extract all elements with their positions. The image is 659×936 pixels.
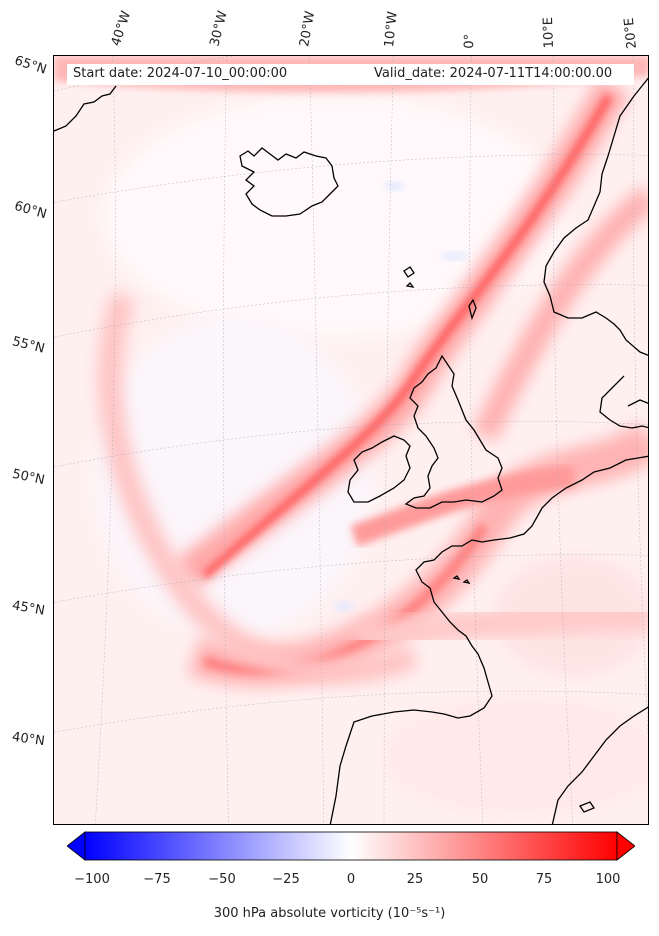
colorbar-tick: 75 — [535, 872, 553, 887]
info-bar — [67, 64, 634, 85]
faroe-islands — [403, 266, 415, 288]
lat-label-55n: 55°N — [10, 334, 47, 357]
colorbar-body — [84, 831, 618, 861]
european-mainland-coast — [329, 455, 648, 824]
lat-label-45n: 45°N — [10, 598, 46, 619]
vorticity-field — [54, 56, 648, 824]
denmark-coast — [599, 375, 648, 429]
lon-label-10w: 10°W — [382, 10, 401, 49]
colorbar-tick: 0 — [346, 872, 356, 887]
lat-label-50n: 50°N — [10, 466, 46, 489]
channel-islands — [452, 575, 471, 584]
coastlines — [54, 77, 648, 824]
lat-label-65n: 65°N — [12, 53, 49, 78]
colorbar-extend-low — [66, 831, 86, 861]
shetland-islands — [468, 298, 477, 321]
iceland-coast — [239, 147, 339, 217]
ireland-coast — [347, 435, 411, 503]
lat-label-60n: 60°N — [12, 198, 49, 223]
map-panel — [53, 55, 649, 825]
colorbar-tick: −50 — [208, 872, 236, 887]
colorbar-tick: −75 — [143, 872, 171, 887]
lon-label-20e: 20°E — [621, 16, 640, 50]
valid-date-label: Valid_date: 2024-07-11T14:00:00.00 — [374, 66, 613, 81]
colorbar-extend-high — [616, 831, 636, 861]
colorbar-tick: −100 — [74, 872, 110, 887]
vorticity-map — [54, 56, 648, 824]
greenland-coast — [54, 85, 117, 132]
island-bottom — [579, 801, 595, 813]
colorbar-tick: 25 — [406, 872, 424, 887]
colorbar — [66, 831, 636, 861]
lon-label-20w: 20°W — [297, 10, 319, 49]
lon-label-10e: 10°E — [540, 16, 557, 49]
norway-coast — [543, 77, 648, 356]
graticule — [54, 56, 648, 824]
lat-label-40n: 40°N — [11, 729, 46, 750]
start-date-label: Start date: 2024-07-10_00:00:00 — [73, 66, 288, 81]
colorbar-tick: −25 — [272, 872, 300, 887]
colorbar-tick: 50 — [471, 872, 489, 887]
lon-label-30w: 30°W — [207, 9, 231, 48]
colorbar-graphic — [66, 831, 636, 861]
colorbar-tick: 100 — [595, 872, 621, 887]
colorbar-label: 300 hPa absolute vorticity (10⁻⁵s⁻¹) — [213, 906, 446, 921]
mediterranean-coast — [551, 706, 648, 824]
lon-label-0: 0° — [462, 33, 478, 49]
lon-label-40w: 40°W — [108, 9, 135, 48]
great-britain-coast — [404, 354, 503, 509]
